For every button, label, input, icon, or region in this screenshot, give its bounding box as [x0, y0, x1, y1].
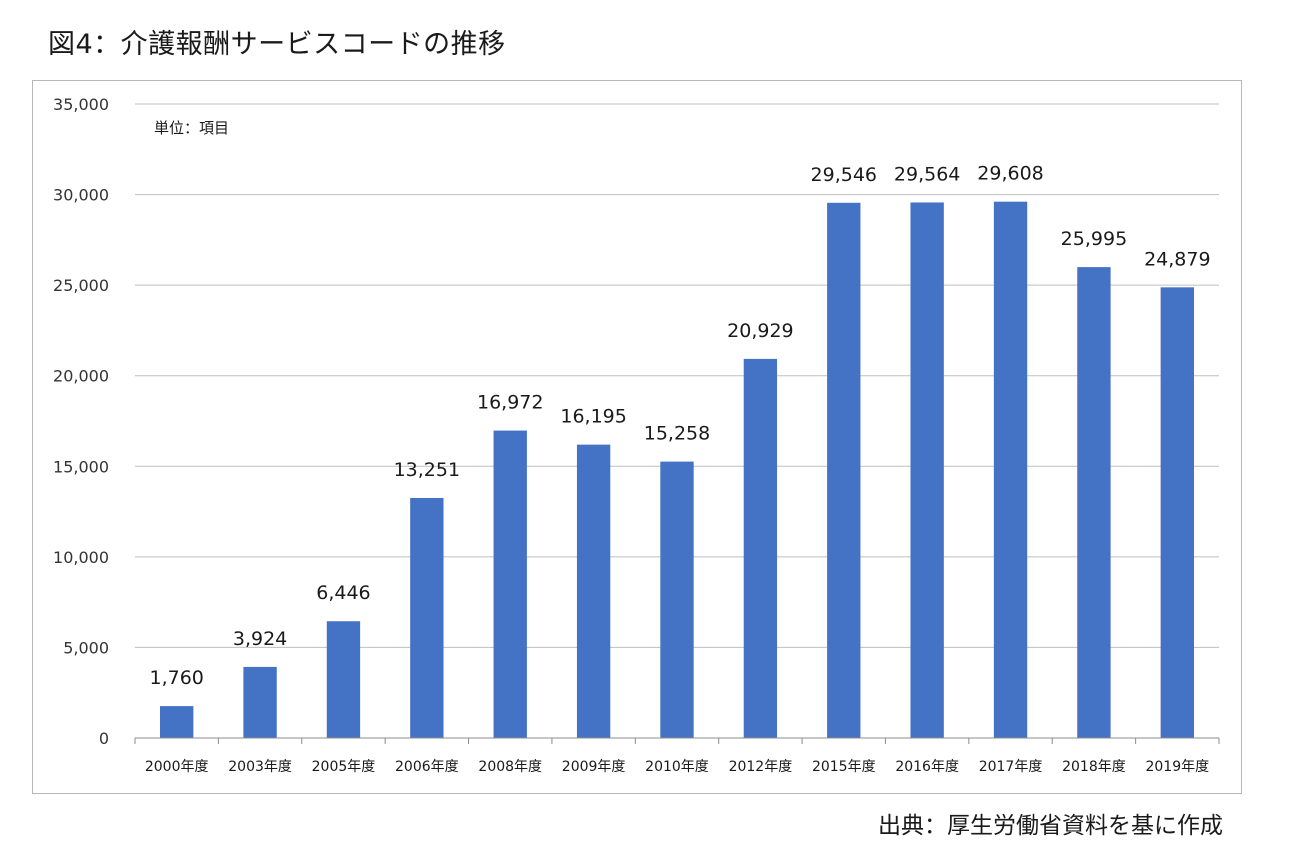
bar: [1077, 267, 1111, 738]
data-label: 16,195: [560, 406, 626, 428]
x-category-label: 2006年度: [395, 759, 459, 775]
data-label: 13,251: [394, 459, 460, 481]
data-label: 29,546: [811, 164, 877, 186]
data-label: 25,995: [1061, 228, 1127, 250]
x-category-label: 2012年度: [729, 759, 793, 775]
bar: [326, 621, 361, 738]
x-category-label: 2017年度: [979, 759, 1043, 775]
bar: [743, 358, 778, 738]
y-tick-label: 30,000: [53, 186, 109, 205]
y-tick-label: 25,000: [53, 276, 109, 295]
chart-title: 図4：介護報酬サービスコードの推移: [48, 29, 506, 60]
x-category-label: 2003年度: [228, 759, 292, 775]
bar: [576, 444, 611, 738]
x-axis-category-labels: 2000年度 2003年度 2005年度 2006年度 2008年度 2009年度 2010…: [145, 759, 1209, 775]
y-tick-label: 5,000: [63, 638, 109, 657]
data-label: 6,446: [316, 582, 370, 604]
y-axis-tick-labels: 0 5,000 10,000 15,000 20,000 25,000 30,000 35,0…: [53, 95, 109, 748]
x-category-label: 2005年度: [312, 759, 376, 775]
data-label: 1,760: [149, 667, 203, 689]
x-category-label: 2015年度: [812, 759, 876, 775]
x-category-label: 2018年度: [1062, 759, 1126, 775]
bar: [160, 706, 194, 738]
bar: [493, 430, 527, 738]
x-category-label: 2016年度: [895, 759, 959, 775]
data-label: 29,608: [977, 163, 1043, 185]
x-category-label: 2010年度: [645, 759, 709, 775]
y-tick-label: 20,000: [53, 367, 109, 386]
y-tick-label: 0: [99, 729, 109, 748]
y-tick-label: 10,000: [53, 548, 109, 567]
bars: [160, 201, 1194, 739]
chart-frame: 0 5,000 10,000 15,000 20,000 25,000 30,000 35,0…: [32, 80, 1242, 794]
data-label: 29,564: [894, 163, 960, 185]
data-label: 3,924: [233, 628, 287, 650]
bar: [993, 201, 1028, 738]
bar: [827, 202, 861, 739]
bar: [660, 461, 694, 738]
data-label: 16,972: [477, 392, 543, 414]
data-label: 20,929: [727, 320, 793, 342]
unit-label: 単位：項目: [154, 119, 229, 137]
x-category-label: 2008年度: [478, 759, 542, 775]
data-labels: 1,760 3,924 6,446 13,251 16,972 16,195 15,258 2…: [149, 163, 1210, 689]
x-axis: [134, 737, 1220, 744]
data-label: 24,879: [1144, 248, 1210, 270]
bar: [910, 202, 944, 739]
x-category-label: 2000年度: [145, 759, 209, 775]
source-note: 出典：厚生労働省資料を基に作成: [878, 813, 1223, 839]
bar: [243, 666, 277, 738]
bar: [1160, 287, 1194, 738]
y-tick-label: 15,000: [53, 457, 109, 476]
x-category-label: 2019年度: [1145, 759, 1209, 775]
x-category-label: 2009年度: [562, 759, 626, 775]
bar-chart: 0 5,000 10,000 15,000 20,000 25,000 30,000 35,0…: [53, 95, 1220, 775]
bar: [410, 497, 444, 738]
data-label: 15,258: [644, 423, 710, 445]
y-tick-label: 35,000: [53, 95, 109, 114]
